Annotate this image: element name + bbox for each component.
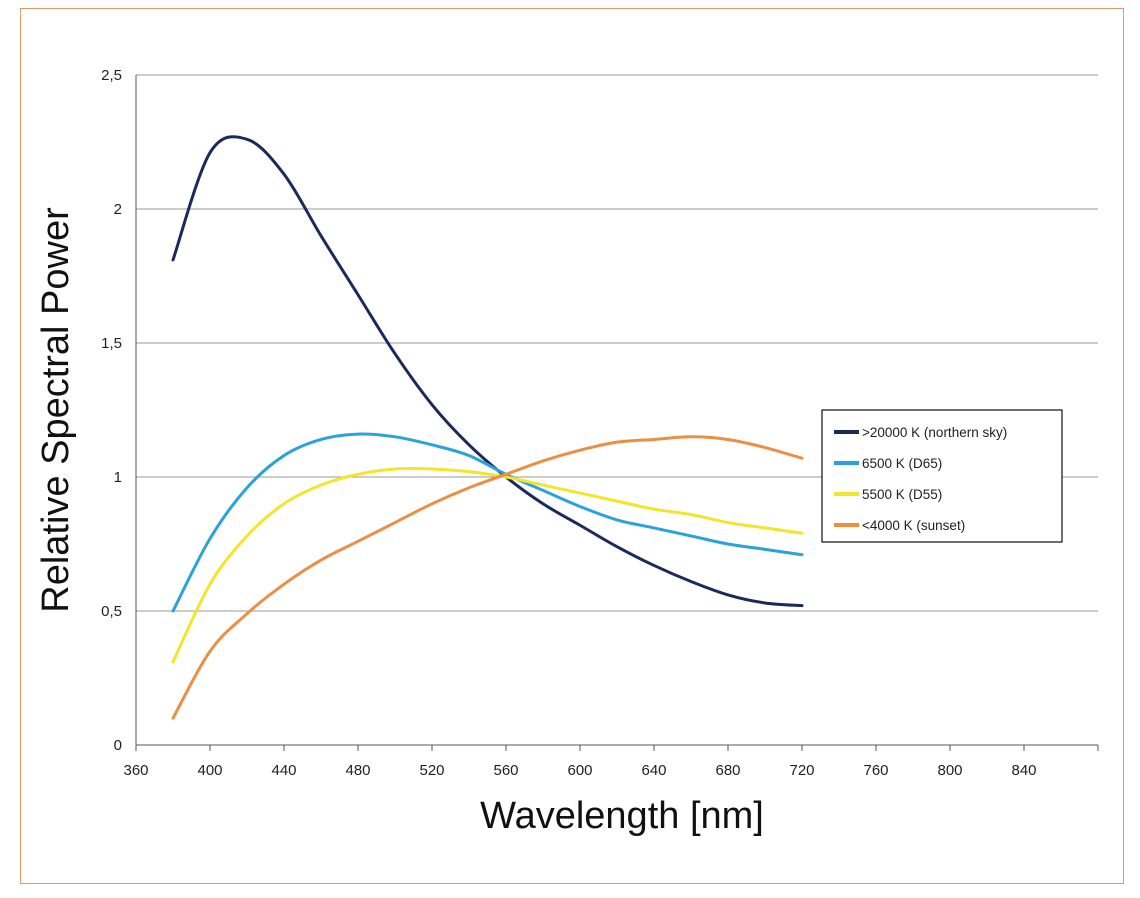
- x-tick-label: 520: [419, 762, 444, 779]
- x-tick-label: 560: [493, 762, 518, 779]
- x-tick-label: 400: [197, 762, 222, 779]
- series-line-0: [171, 135, 804, 608]
- x-tick-labels: 360 400 440 480 520 560 600 640 680 720 760 800 840: [123, 762, 1036, 779]
- x-tick-label: 600: [567, 762, 592, 779]
- legend-label: 6500 K (D65): [862, 456, 942, 471]
- y-tick-label: 2: [114, 201, 122, 218]
- legend-label: >20000 K (northern sky): [862, 425, 1007, 440]
- x-tick-label: 360: [123, 762, 148, 779]
- series-line-1: [171, 432, 804, 613]
- y-tick-label: 2,5: [101, 67, 122, 84]
- y-tick-label: 1: [114, 469, 122, 486]
- legend-label: 5500 K (D55): [862, 487, 942, 502]
- chart-frame: [20, 8, 1124, 884]
- x-axis-title: Wavelength [nm]: [480, 795, 764, 837]
- legend-box: [821, 409, 1063, 543]
- x-tick-label: 640: [641, 762, 666, 779]
- y-tick-labels: 0 0,5 1 1,5 2 2,5: [101, 67, 122, 754]
- x-tick-label: 800: [937, 762, 962, 779]
- y-tick-label: 0: [114, 737, 122, 754]
- legend: >20000 K (northern sky) 6500 K (D65) 5500 …: [821, 409, 1063, 543]
- y-axis-title: Relative Spectral Power: [35, 207, 77, 613]
- series-line-3: [171, 435, 804, 720]
- series-line-2: [171, 466, 804, 664]
- x-tick-label: 480: [345, 762, 370, 779]
- x-tick-label: 440: [271, 762, 296, 779]
- legend-label: <4000 K (sunset): [862, 518, 965, 533]
- axes: [135, 75, 1099, 751]
- x-tick-label: 720: [789, 762, 814, 779]
- series-lines: [171, 135, 804, 720]
- x-tick-label: 840: [1011, 762, 1036, 779]
- x-tick-label: 680: [715, 762, 740, 779]
- x-tick-label: 760: [863, 762, 888, 779]
- y-tick-label: 1,5: [101, 335, 122, 352]
- y-tick-label: 0,5: [101, 603, 122, 620]
